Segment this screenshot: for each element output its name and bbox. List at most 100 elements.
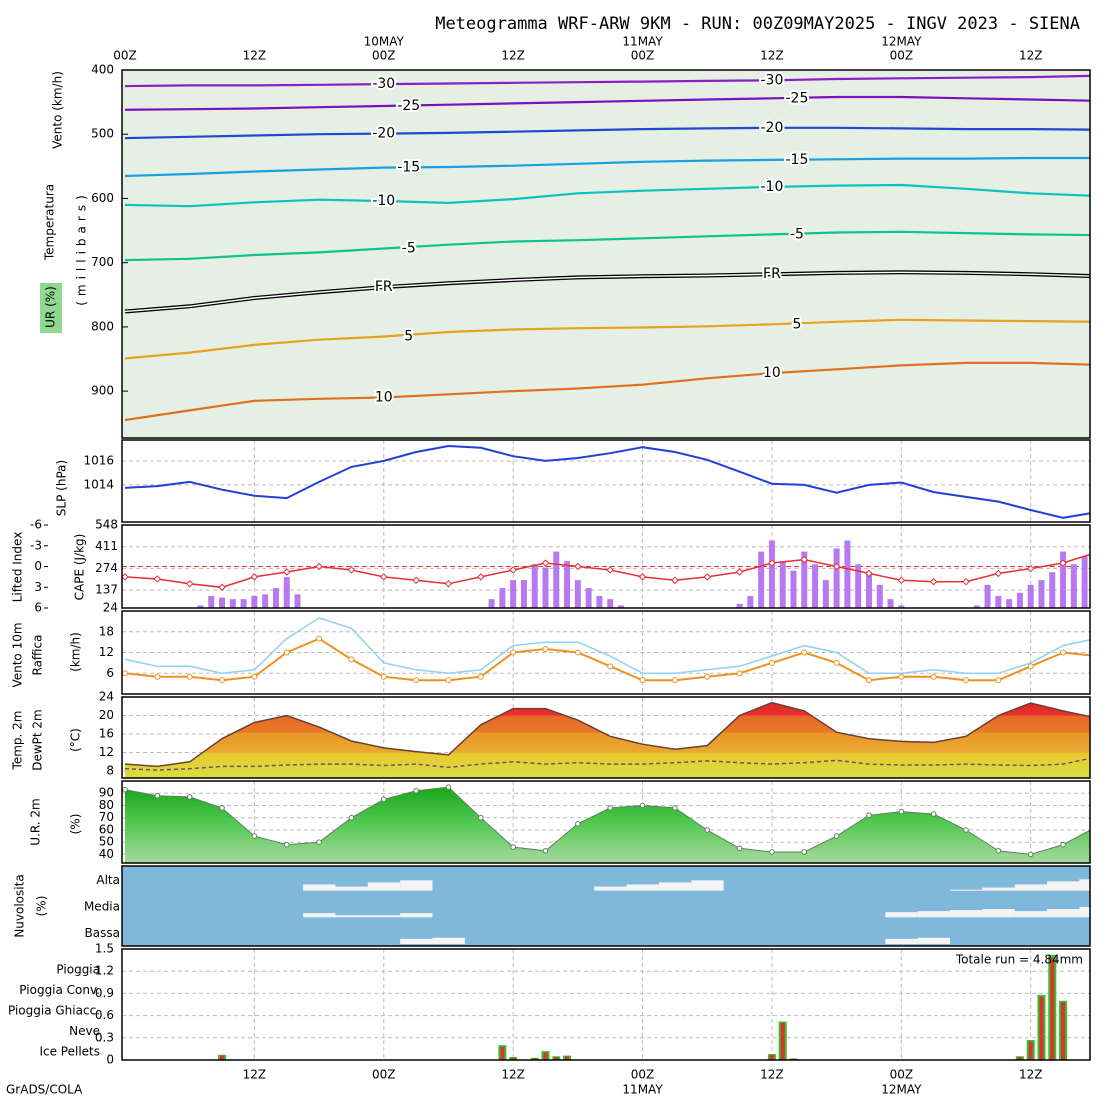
- cape-bar: [844, 540, 851, 608]
- cape-bar: [1027, 584, 1034, 608]
- cloud-layer-label: Bassa: [85, 926, 120, 940]
- cloud-step: [982, 909, 1015, 918]
- cloud-step: [400, 938, 433, 944]
- cloud-step: [432, 937, 465, 944]
- cape-bar: [1006, 599, 1013, 608]
- wind-marker: [1060, 649, 1067, 656]
- top-time-label: 00Z: [631, 49, 655, 63]
- wind-marker: [348, 656, 355, 663]
- humidity-marker: [510, 844, 516, 850]
- wind-marker: [865, 677, 872, 684]
- lifted-index-marker: [347, 566, 356, 574]
- side-label: (millibars): [75, 190, 89, 306]
- precip-legend: Ice Pellets: [39, 1045, 100, 1059]
- y-tick-label: 12: [99, 745, 114, 759]
- cape-bar: [197, 605, 204, 608]
- cape-bar: [1038, 580, 1045, 608]
- y-tick-label: 20: [99, 708, 114, 722]
- y-tick-label: 500: [91, 127, 114, 141]
- lifted-index-marker: [768, 559, 776, 567]
- precip-bar: [1017, 1057, 1022, 1060]
- cape-bar: [1049, 572, 1056, 608]
- wind-marker: [316, 635, 323, 642]
- panel: [122, 611, 1090, 694]
- lifted-index-marker: [865, 569, 873, 578]
- isotherm-label: -20: [372, 126, 395, 142]
- cape-bar: [984, 584, 991, 608]
- cape-bar: [973, 605, 980, 608]
- top-time-label: 12Z: [501, 49, 525, 63]
- humidity-marker: [122, 786, 128, 793]
- side-label: U.R. 2m: [29, 798, 43, 845]
- y2-tick-label: -6: [30, 518, 42, 532]
- precip-bar: [565, 1056, 570, 1060]
- y-tick-label: 1.2: [95, 964, 114, 978]
- dewpoint-line: [124, 757, 1090, 771]
- wind-marker: [574, 649, 581, 656]
- lifted-index-marker: [800, 555, 808, 564]
- wind-marker: [510, 649, 517, 656]
- humidity-marker: [542, 847, 549, 854]
- panel: [122, 440, 1090, 522]
- y-tick-label: 70: [99, 810, 114, 824]
- isotherm: [124, 74, 1090, 88]
- bottom-time-label: 12Z: [1019, 1068, 1043, 1082]
- humidity-marker: [413, 787, 419, 794]
- panel-background: [122, 866, 1090, 946]
- wind-marker: [736, 670, 743, 677]
- precip-legend: Neve: [69, 1024, 100, 1038]
- cape-bar: [262, 594, 269, 608]
- isotherm: [124, 318, 1090, 360]
- side-label: (%): [69, 814, 83, 835]
- precip-bar: [780, 1023, 785, 1060]
- cape-bar: [995, 595, 1002, 608]
- precip-bar: [1050, 957, 1055, 1060]
- wind-marker: [639, 677, 646, 684]
- humidity-marker: [930, 811, 937, 817]
- humidity-marker: [898, 808, 905, 815]
- humidity-marker: [769, 849, 775, 855]
- panel: [122, 697, 1090, 778]
- cloud-step: [658, 882, 692, 891]
- side-label: (km/h): [69, 632, 83, 672]
- cape-bar: [801, 551, 808, 608]
- y-tick-label: 24: [99, 690, 114, 704]
- lifted-index-marker: [122, 573, 129, 581]
- chart-title: Meteogramma WRF-ARW 9KM - RUN: 00Z09MAY2…: [435, 14, 1080, 34]
- wind-marker: [445, 677, 452, 684]
- wind-marker: [251, 673, 258, 680]
- cape-bar: [272, 588, 279, 608]
- cape-bar: [520, 580, 527, 608]
- y2-tick-label: 0: [34, 559, 42, 573]
- panel-frame: [121, 948, 1091, 1061]
- cape-bar: [833, 548, 840, 608]
- side-label: Temperatura: [43, 184, 57, 261]
- isotherm: [124, 126, 1090, 140]
- cape-bar: [865, 572, 872, 608]
- cape-bar: [208, 595, 215, 608]
- cape-bar: [240, 599, 247, 608]
- top-time-label: 12Z: [1019, 49, 1043, 63]
- humidity-area: [125, 787, 1090, 863]
- isotherm: [124, 95, 1090, 111]
- lifted-index-marker: [509, 566, 517, 574]
- y-tick-label: 0: [106, 1053, 114, 1067]
- humidity-marker: [995, 847, 1002, 854]
- wind-marker: [1027, 663, 1034, 670]
- humidity-marker: [704, 827, 711, 833]
- lifted-index-marker: [897, 576, 906, 585]
- cloud-step: [1047, 881, 1080, 891]
- humidity-marker: [445, 784, 452, 790]
- y-tick-label: 0.6: [95, 1008, 114, 1022]
- bottom-time-label: 00Z: [372, 1068, 396, 1082]
- humidity-marker: [1027, 851, 1034, 858]
- cloud-step: [1079, 907, 1090, 918]
- isotherm-label: -20: [760, 120, 783, 136]
- isotherm: [124, 156, 1090, 178]
- cape-bar: [779, 561, 786, 608]
- y-tick-label: 1014: [83, 477, 114, 491]
- side-label: Raffica: [31, 635, 45, 676]
- y-tick-label: 900: [91, 384, 114, 398]
- cape-bar: [1060, 551, 1067, 608]
